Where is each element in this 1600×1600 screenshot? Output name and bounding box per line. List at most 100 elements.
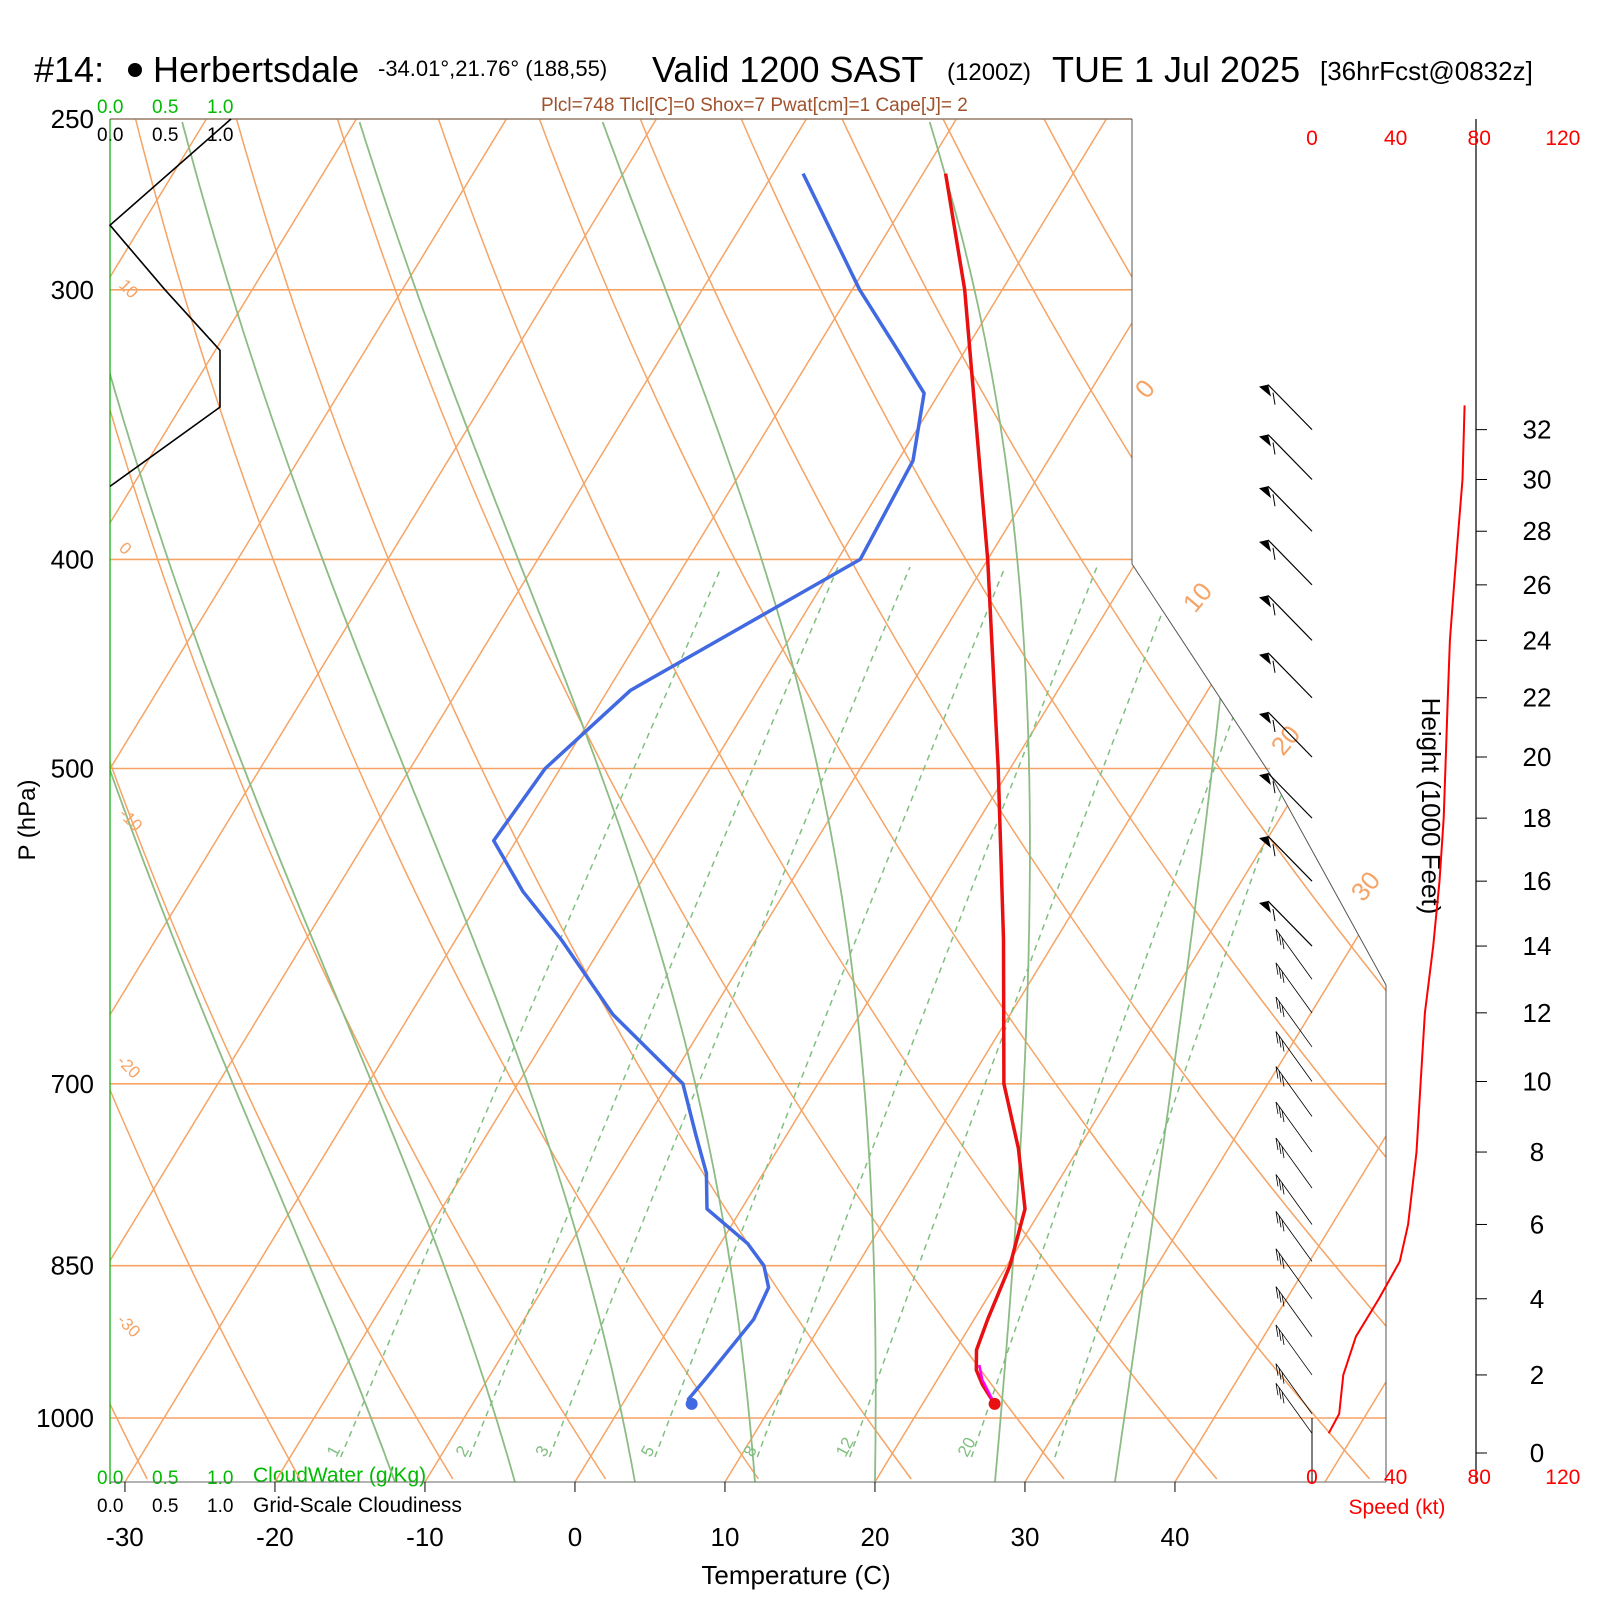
height-axis-title: Height (1000 Feet) — [1416, 698, 1446, 915]
wind-barb-feather — [1275, 1211, 1279, 1224]
wind-barb-feather — [1275, 1174, 1279, 1187]
height-tick-label: 2 — [1530, 1360, 1544, 1390]
wind-barb-staff — [1275, 1137, 1313, 1189]
isotherm-line — [1324, 119, 1386, 1482]
moist-adiabat-line — [110, 121, 516, 1482]
dry-adiabat-line — [639, 119, 1386, 1480]
mixing-ratio-label: 1 — [323, 1443, 344, 1460]
height-tick-label: 22 — [1523, 683, 1552, 713]
cloudwater-tick-2: 1.0 — [207, 1468, 233, 1489]
wind-barb-feather — [1278, 1387, 1282, 1400]
wind-barb-staff — [1275, 962, 1313, 1014]
wind-barb-feather — [1272, 781, 1276, 794]
wind-barb-feather — [1272, 494, 1276, 507]
legend-bottom: 0.0 0.5 1.0 CloudWater (g/Kg) 0.0 0.5 1.… — [97, 1464, 462, 1517]
x-tick-label: 0 — [568, 1522, 582, 1552]
wind-barb-feather — [1281, 1182, 1285, 1195]
wind-barb-flag — [1259, 434, 1271, 447]
wind-barb-staff — [1267, 485, 1313, 532]
dry-adiabat-line — [1346, 119, 1386, 1480]
wind-barb-feather — [1281, 1219, 1285, 1232]
cloudiness-tick-2: 1.0 — [207, 125, 233, 146]
moist-adiabat-line — [181, 121, 636, 1482]
station-dot-icon — [128, 63, 142, 77]
speed-axis-title: Speed (kt) — [1349, 1496, 1446, 1519]
sounding-profiles — [491, 172, 1027, 1410]
isotherm-line — [110, 119, 358, 1482]
mixing-ratio-lines — [340, 566, 1364, 1458]
isotherm-label: 30 — [1345, 865, 1387, 906]
dry-adiabat-line — [110, 119, 301, 1480]
isotherm-line — [1024, 119, 1386, 1482]
speed-tick-label: 40 — [1384, 1466, 1407, 1489]
speed-tick-label: 80 — [1468, 127, 1491, 150]
isotherm-line — [110, 119, 658, 1482]
wind-barb-staff — [1275, 1248, 1313, 1299]
wind-barb-flag — [1259, 712, 1271, 724]
wind-barb-staff — [1275, 1324, 1313, 1376]
surface-temperature-marker — [988, 1397, 1001, 1410]
wind-barbs — [1259, 384, 1313, 1434]
isotherm-line — [1174, 119, 1386, 1482]
dewpoint-line — [491, 172, 926, 1405]
legend-top: 0.0 0.5 1.0 0.0 0.5 1.0 — [97, 97, 233, 146]
cloudiness-line — [108, 118, 232, 488]
dry-adiabat-line — [1144, 119, 1386, 1480]
wind-speed-line — [1327, 405, 1466, 1434]
title-bar: #14: Herbertsdale -34.01°,21.76° (188,55… — [34, 49, 1533, 90]
height-tick-label: 12 — [1523, 998, 1552, 1028]
x-tick-label: -10 — [406, 1522, 444, 1552]
height-tick-label: 32 — [1523, 415, 1552, 445]
valid-date: TUE 1 Jul 2025 — [1052, 49, 1300, 90]
dry-adiabat-line — [134, 119, 760, 1480]
wind-barb-feather — [1275, 1101, 1279, 1115]
isotherm-line — [724, 119, 1386, 1482]
speed-tick-label: 120 — [1545, 127, 1580, 150]
wind-barb-feather — [1281, 1391, 1285, 1404]
x-tick-label: 20 — [860, 1522, 889, 1552]
wind-barb-feather — [1275, 1383, 1279, 1396]
cloudiness-label: Grid-Scale Cloudiness — [253, 1494, 462, 1517]
wind-barb-feather — [1278, 1178, 1282, 1191]
moist-adiabat-line — [601, 121, 877, 1482]
speed-tick-label: 80 — [1468, 1466, 1491, 1489]
wind-barb-feather — [1272, 660, 1276, 673]
cloudiness-tick-2: 1.0 — [207, 1496, 233, 1517]
cloudiness-tick-1: 0.5 — [152, 1496, 178, 1517]
wind-barb-staff — [1267, 900, 1313, 947]
wind-barb-flag — [1259, 539, 1271, 552]
height-tick-label: 24 — [1523, 625, 1552, 655]
right-boundary-line — [1131, 119, 1387, 1482]
mixing-ratio-line — [1054, 566, 1364, 1458]
wind-barb-flag — [1259, 652, 1271, 665]
dry-adiabat-line — [942, 119, 1386, 1480]
x-axis-title: Temperature (C) — [701, 1560, 890, 1590]
pressure-tick-label: 700 — [51, 1069, 94, 1099]
wind-barb-staff — [1275, 1211, 1313, 1262]
mixing-ratio-label: 2 — [452, 1443, 473, 1460]
mixing-ratio-line — [970, 566, 1290, 1458]
isotherm-line — [574, 119, 1386, 1482]
dry-adiabat-line — [1448, 119, 1600, 1479]
pressure-tick-label: 500 — [51, 754, 94, 784]
wind-barb-feather — [1278, 1215, 1282, 1228]
wind-barb-feather — [1281, 970, 1285, 983]
pressure-tick-label: 850 — [51, 1251, 94, 1281]
height-tick-label: 0 — [1530, 1438, 1544, 1468]
dry-adiabat-line — [1549, 119, 1600, 1479]
dry-adiabat-line — [110, 119, 607, 1480]
plot-frame — [109, 118, 1387, 1483]
height-tick-label: 20 — [1523, 742, 1552, 772]
dry-adiabat-line — [538, 119, 1371, 1480]
cloudwater-tick-0: 0.0 — [97, 97, 123, 118]
isotherm-label: -10 — [115, 804, 146, 835]
wind-barb-flag — [1259, 595, 1271, 608]
height-tick-label: 30 — [1523, 465, 1552, 495]
cloudwater-tick-1: 0.5 — [152, 1468, 178, 1489]
wind-barb-feather — [1281, 1074, 1285, 1087]
wind-barb-feather — [1272, 719, 1276, 733]
wind-barb-flag — [1259, 836, 1271, 849]
wind-barb-feather — [1281, 1145, 1285, 1159]
